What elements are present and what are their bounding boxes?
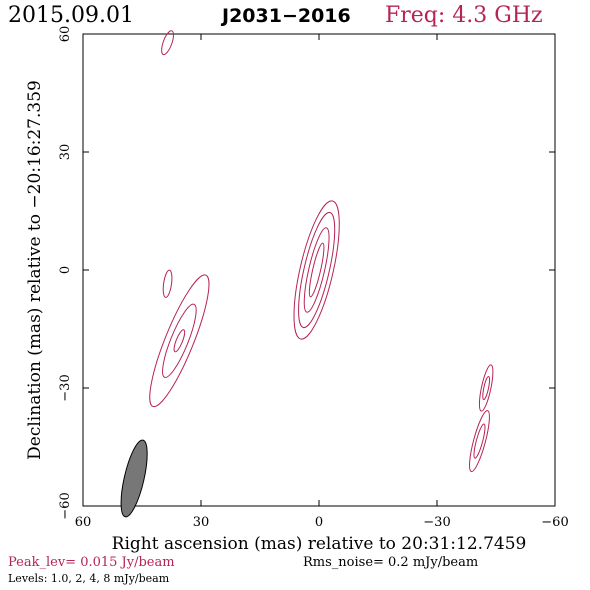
contour-level <box>482 375 491 401</box>
contour-level <box>308 242 325 298</box>
y-tick-label: 60 <box>58 26 73 43</box>
rms-noise: Rms_noise= 0.2 mJy/beam <box>303 555 478 570</box>
y-tick-label: 30 <box>58 144 73 161</box>
frequency-label: Freq: 4.3 GHz <box>385 3 543 28</box>
contour-level <box>469 410 490 473</box>
contour-level <box>149 274 210 408</box>
contour-levels: Levels: 1.0, 2, 4, 8 mJy/beam <box>8 572 170 585</box>
contour-layer <box>149 30 494 473</box>
contour-level <box>161 30 174 56</box>
axis-ticks <box>82 33 556 507</box>
contour-level <box>162 303 197 378</box>
contour-level <box>473 423 486 459</box>
x-axis-label: Right ascension (mas) relative to 20:31:… <box>112 534 527 554</box>
y-tick-label: 0 <box>58 266 73 274</box>
x-tick-label: 30 <box>193 515 210 530</box>
beam-ellipse <box>120 439 148 518</box>
contour-level <box>293 200 340 340</box>
y-axis-label: Declination (mas) relative to −20:16:27.… <box>25 80 45 460</box>
contour-level <box>478 364 494 412</box>
x-tick-label: −60 <box>541 515 568 530</box>
peak-level: Peak_lev= 0.015 Jy/beam <box>8 555 175 570</box>
observation-date: 2015.09.01 <box>8 3 134 28</box>
y-tick-label: −30 <box>58 374 73 401</box>
x-tick-label: 0 <box>315 515 323 530</box>
contour-level <box>298 211 336 329</box>
y-tick-label: −60 <box>58 492 73 519</box>
x-tick-label: −30 <box>423 515 450 530</box>
contour-level <box>173 329 186 353</box>
contour-level <box>162 269 173 298</box>
contour-level <box>303 227 330 313</box>
source-name: J2031−2016 <box>220 5 351 27</box>
x-tick-label: 60 <box>75 515 92 530</box>
